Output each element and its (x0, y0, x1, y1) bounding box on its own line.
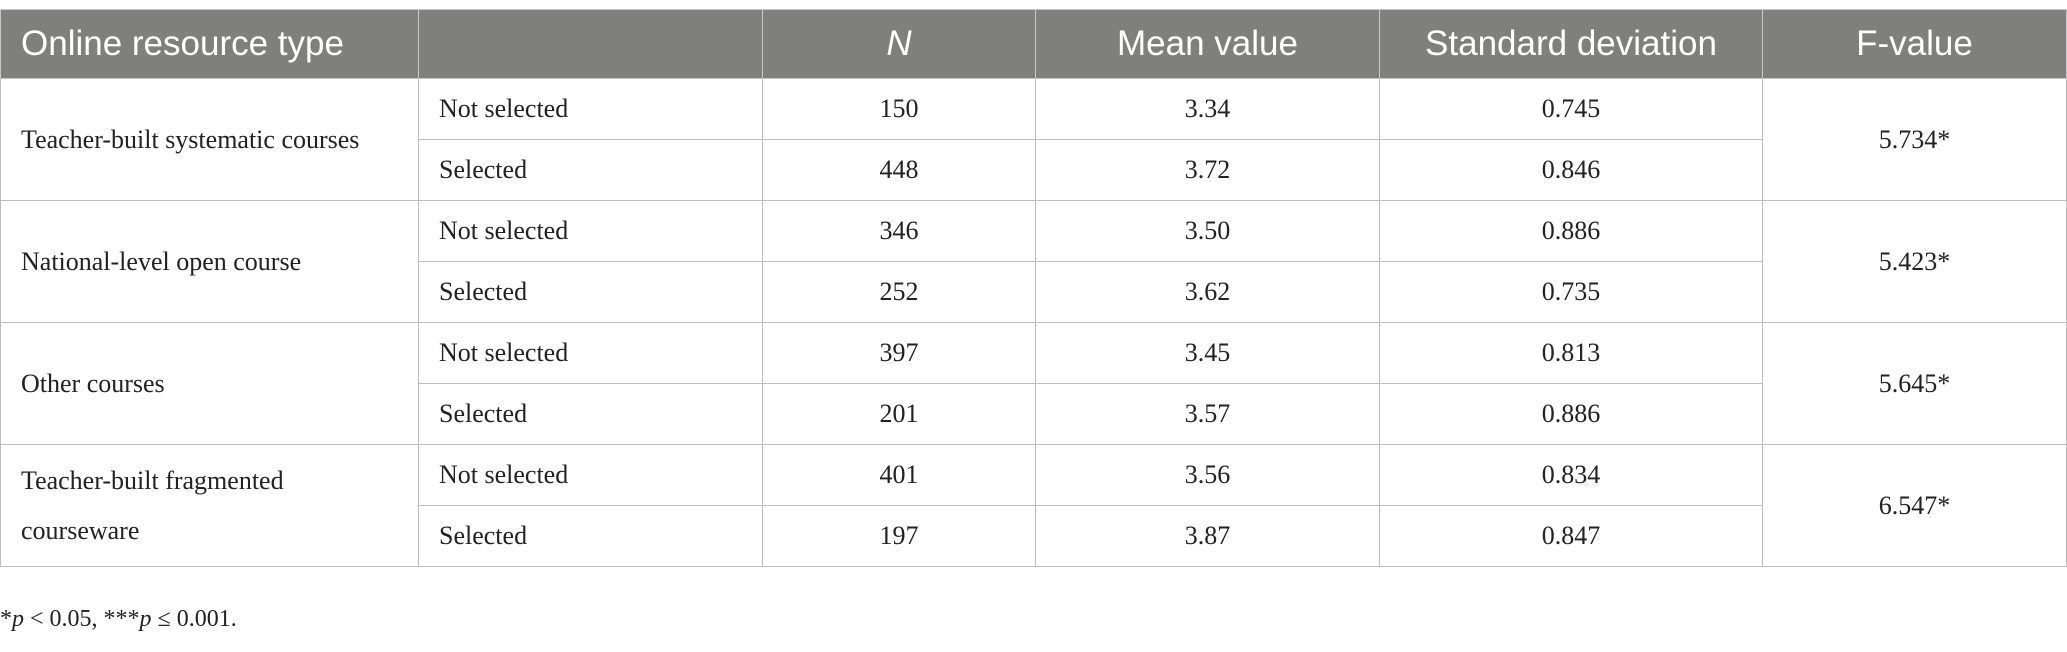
f-value-cell: 5.645* (1762, 322, 2067, 445)
footnote-part: p (139, 606, 152, 632)
n-cell: 401 (762, 444, 1036, 506)
mean-cell: 3.34 (1035, 78, 1380, 140)
footnote-part: * (0, 606, 12, 632)
selection-cell: Selected (418, 383, 763, 445)
footnote: *p < 0.05, ***p ≤ 0.001. (0, 606, 237, 633)
table-row: Selected 252 3.62 0.735 (1, 261, 2067, 323)
n-cell: 346 (762, 200, 1036, 262)
mean-cell: 3.72 (1035, 139, 1380, 201)
sd-cell: 0.847 (1379, 505, 1763, 567)
footnote-part: ≤ 0.001. (151, 606, 237, 632)
header-cell: F-value (1762, 9, 2067, 79)
data-table: Online resource type N Mean value Standard … (0, 9, 2067, 567)
header-cell: Online resource type (0, 9, 419, 79)
mean-cell: 3.45 (1035, 322, 1380, 384)
header-cell-empty (418, 9, 763, 79)
table-row: Other courses Not selected 397 3.45 0.813 5.6… (0, 322, 2067, 445)
n-cell: 201 (762, 383, 1036, 445)
mean-cell: 3.87 (1035, 505, 1380, 567)
n-cell: 448 (762, 139, 1036, 201)
sd-cell: 0.886 (1379, 200, 1763, 262)
mean-cell: 3.62 (1035, 261, 1380, 323)
table-row: Selected 201 3.57 0.886 (1, 383, 2067, 445)
sd-cell: 0.735 (1379, 261, 1763, 323)
sd-cell: 0.745 (1379, 78, 1763, 140)
f-value-cell: 5.423* (1762, 200, 2067, 323)
sd-cell: 0.834 (1379, 444, 1763, 506)
mean-cell: 3.56 (1035, 444, 1380, 506)
f-value-cell: 6.547* (1762, 444, 2067, 567)
selection-cell: Selected (418, 139, 763, 201)
selection-cell: Selected (418, 261, 763, 323)
selection-cell: Selected (418, 505, 763, 567)
table-row: National-level open course Not selected 34… (0, 200, 2067, 323)
footnote-part: p (12, 606, 24, 632)
table-row: Teacher-built fragmented courseware Not s… (0, 444, 2067, 567)
header-cell: N (762, 9, 1036, 79)
sd-cell: 0.886 (1379, 383, 1763, 445)
table-row: Selected 197 3.87 0.847 (1, 505, 2067, 567)
n-cell: 252 (762, 261, 1036, 323)
table-body: Teacher-built systematic courses Not sele… (0, 78, 2067, 567)
group-label: Other courses (0, 322, 419, 445)
selection-cell: Not selected (418, 322, 763, 384)
n-cell: 150 (762, 78, 1036, 140)
f-value-cell: 5.734* (1762, 78, 2067, 201)
header-cell: Standard deviation (1379, 9, 1763, 79)
header-cell: Mean value (1035, 9, 1380, 79)
n-cell: 197 (762, 505, 1036, 567)
n-cell: 397 (762, 322, 1036, 384)
group-label: National-level open course (0, 200, 419, 323)
table-row: Teacher-built systematic courses Not sele… (0, 78, 2067, 201)
group-label: Teacher-built fragmented courseware (0, 444, 419, 567)
sd-cell: 0.813 (1379, 322, 1763, 384)
sd-cell: 0.846 (1379, 139, 1763, 201)
footnote-part: < 0.05, *** (24, 606, 140, 632)
selection-cell: Not selected (418, 444, 763, 506)
mean-cell: 3.50 (1035, 200, 1380, 262)
header-row: Online resource type N Mean value Standard … (0, 9, 2067, 79)
selection-cell: Not selected (418, 78, 763, 140)
group-label: Teacher-built systematic courses (0, 78, 419, 201)
mean-cell: 3.57 (1035, 383, 1380, 445)
selection-cell: Not selected (418, 200, 763, 262)
